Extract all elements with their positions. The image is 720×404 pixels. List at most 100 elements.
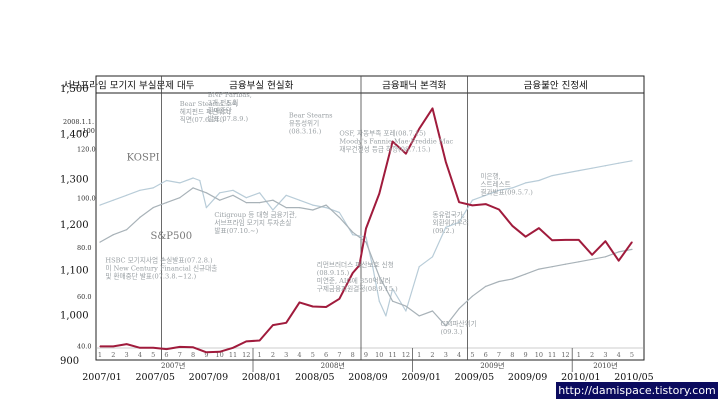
series-point — [498, 208, 500, 211]
series-point — [192, 177, 194, 179]
phase-header: 서브프라임 모기지 부실문제 대두 금융부실 현실화 금융패닉 본격화 금융불안 진정… — [63, 76, 588, 360]
series-point — [126, 229, 128, 231]
annotation: Bear Stearns 유동성위기 (08.3.16.) — [289, 111, 333, 135]
series-point — [618, 251, 620, 253]
annotation-line: 외환위기우려 — [433, 218, 469, 227]
annotation-line: Bear Stearns — [289, 111, 333, 119]
series-point — [112, 199, 114, 201]
series-point — [604, 165, 607, 167]
annotation-line: Citigroup 등 대형 금융기관, — [214, 210, 297, 219]
inner-axis-header: =100 — [77, 127, 95, 135]
series-point — [511, 278, 513, 280]
annotation: Citigroup 등 대형 금융기관, 서브프라임 모기지 투자손실 발표(07.… — [214, 210, 297, 235]
month-number: 7 — [497, 351, 501, 359]
series-point — [272, 324, 274, 326]
month-number: 5 — [630, 351, 634, 359]
series-point — [272, 209, 274, 211]
month-number: 5 — [151, 351, 155, 359]
annotation-line: (09.2.) — [433, 227, 455, 235]
series-line — [100, 107, 633, 354]
month-number: 1 — [577, 351, 581, 359]
series-label: KOSPI — [127, 153, 160, 164]
series-point — [126, 194, 128, 196]
series-point — [179, 346, 181, 348]
left-axis-tick: 1,400 — [60, 129, 89, 140]
annotation: HSBC 모기지사업 손실발표(07.2.8.) 미 New Century Fi… — [105, 256, 217, 281]
series-point — [392, 288, 394, 290]
series-point — [538, 268, 540, 270]
series-point — [511, 187, 513, 189]
series-point — [152, 187, 154, 189]
x-date-label: 2007/05 — [135, 372, 174, 383]
left-axis-tick: 1,000 — [60, 311, 89, 322]
month-number: 1 — [98, 351, 102, 359]
series-point — [405, 310, 407, 312]
series-point — [272, 199, 274, 201]
annotation-line: 직면(07.6.21.) — [180, 115, 225, 124]
month-number: 4 — [138, 351, 142, 359]
month-number: 11 — [388, 351, 396, 359]
series-point — [365, 236, 367, 238]
series-point — [126, 343, 128, 345]
series-point — [418, 266, 420, 268]
series-point — [139, 216, 141, 218]
series-point — [312, 305, 314, 308]
series-point — [604, 256, 607, 258]
series-point — [578, 261, 580, 263]
series-point — [378, 300, 380, 302]
series-point — [352, 272, 354, 274]
series-point — [631, 160, 633, 162]
series-point — [418, 128, 420, 130]
x-date-label: 2010/05 — [614, 372, 653, 383]
left-axis-tick: 1,100 — [60, 265, 89, 276]
series-point — [205, 207, 207, 209]
series-point — [485, 194, 487, 196]
watermark[interactable]: http://damispace.tistory.com — [556, 382, 718, 399]
month-number: 12 — [402, 351, 410, 359]
annotation-line: 미은행, — [480, 172, 500, 181]
annotation-line: 동유럽국가, — [433, 210, 465, 219]
annotation-line: (08.9.15.) — [317, 269, 350, 277]
annotation: 동유럽국가, 외환위기우려 (09.2.) — [433, 210, 469, 235]
month-number: 11 — [229, 351, 237, 359]
inner-axis-tick: 40.0 — [77, 343, 91, 351]
series-point — [471, 204, 473, 206]
series-point — [232, 347, 234, 349]
axes: 1,500 1,400 1,300 1,200 1,100 1,000 900 120.0 10… — [60, 84, 654, 383]
annotation: OSF, 자동부족 포레(08.7.15) Moody's Fannie Mae·… — [339, 129, 453, 154]
series-point — [418, 315, 420, 317]
annotation-line: 헤지펀드 파산위기 — [180, 107, 231, 116]
series-point — [325, 207, 327, 209]
month-number: 3 — [125, 351, 129, 359]
series-point — [298, 207, 301, 209]
series-point — [205, 192, 207, 194]
series-point — [285, 194, 287, 196]
inner-axis-tick: 120.0 — [77, 145, 96, 153]
series-point — [564, 263, 567, 265]
series-point — [358, 264, 360, 266]
series-point — [372, 266, 374, 268]
annotation-line: 재무건전성 등급 하향(08.7.15.) — [339, 145, 431, 154]
annotation-line: 3개 펀드의 — [208, 98, 239, 107]
annotation: 미은행, 스트레스트 결과발표(09.5.7.) — [480, 172, 533, 197]
month-number: 2 — [111, 351, 115, 359]
series-point — [445, 161, 447, 163]
series-point — [392, 300, 394, 302]
month-number: 11 — [548, 351, 556, 359]
month-number: 10 — [535, 351, 543, 359]
annotation: GM파산위기 (09.3.) — [440, 319, 476, 336]
series-point — [298, 301, 301, 303]
series-point — [139, 189, 141, 191]
series-point — [285, 322, 287, 324]
annotation: BNP Paribas, 3개 펀드의 환매중단 발표(07.8.9.) — [208, 91, 252, 123]
series-point — [578, 170, 580, 172]
month-number: 1 — [417, 351, 421, 359]
phase-label: 금융불안 진정세 — [524, 81, 588, 92]
annotation-line: (09.3.) — [440, 328, 462, 336]
annotation-line: GM파산위기 — [440, 319, 476, 328]
month-number: 2 — [430, 351, 434, 359]
left-axis-tick: 1,300 — [60, 175, 89, 186]
series-point — [604, 240, 607, 242]
month-number: 2 — [590, 351, 594, 359]
month-number: 12 — [242, 351, 250, 359]
